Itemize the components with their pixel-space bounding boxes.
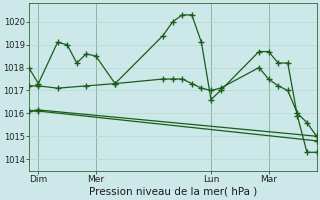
X-axis label: Pression niveau de la mer( hPa ): Pression niveau de la mer( hPa ) [89, 187, 257, 197]
